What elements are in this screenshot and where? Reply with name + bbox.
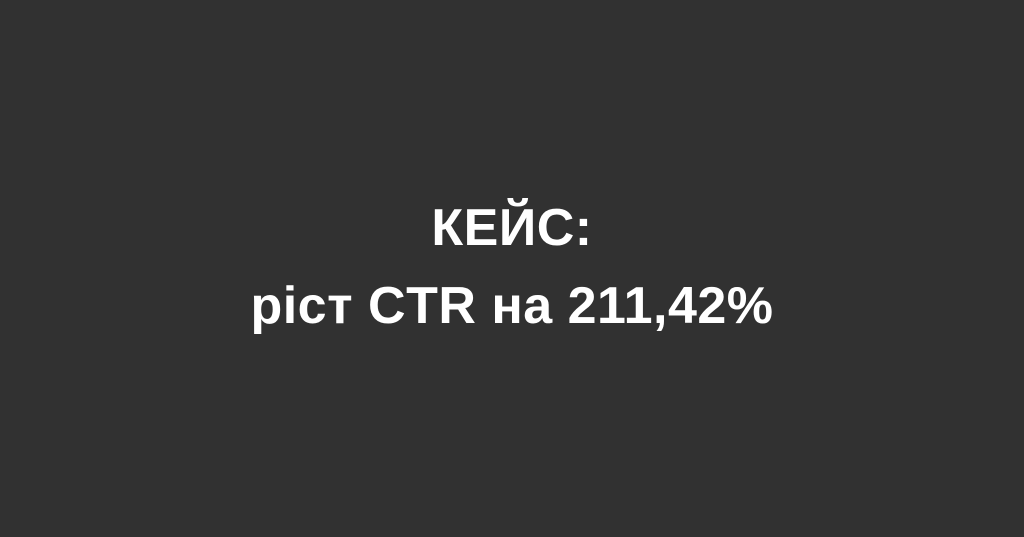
headline-subtitle: ріст CTR на 211,42% (250, 276, 774, 335)
headline-title: КЕЙС: (431, 198, 593, 257)
headline: КЕЙС: ріст CTR на 211,42% (250, 189, 773, 345)
